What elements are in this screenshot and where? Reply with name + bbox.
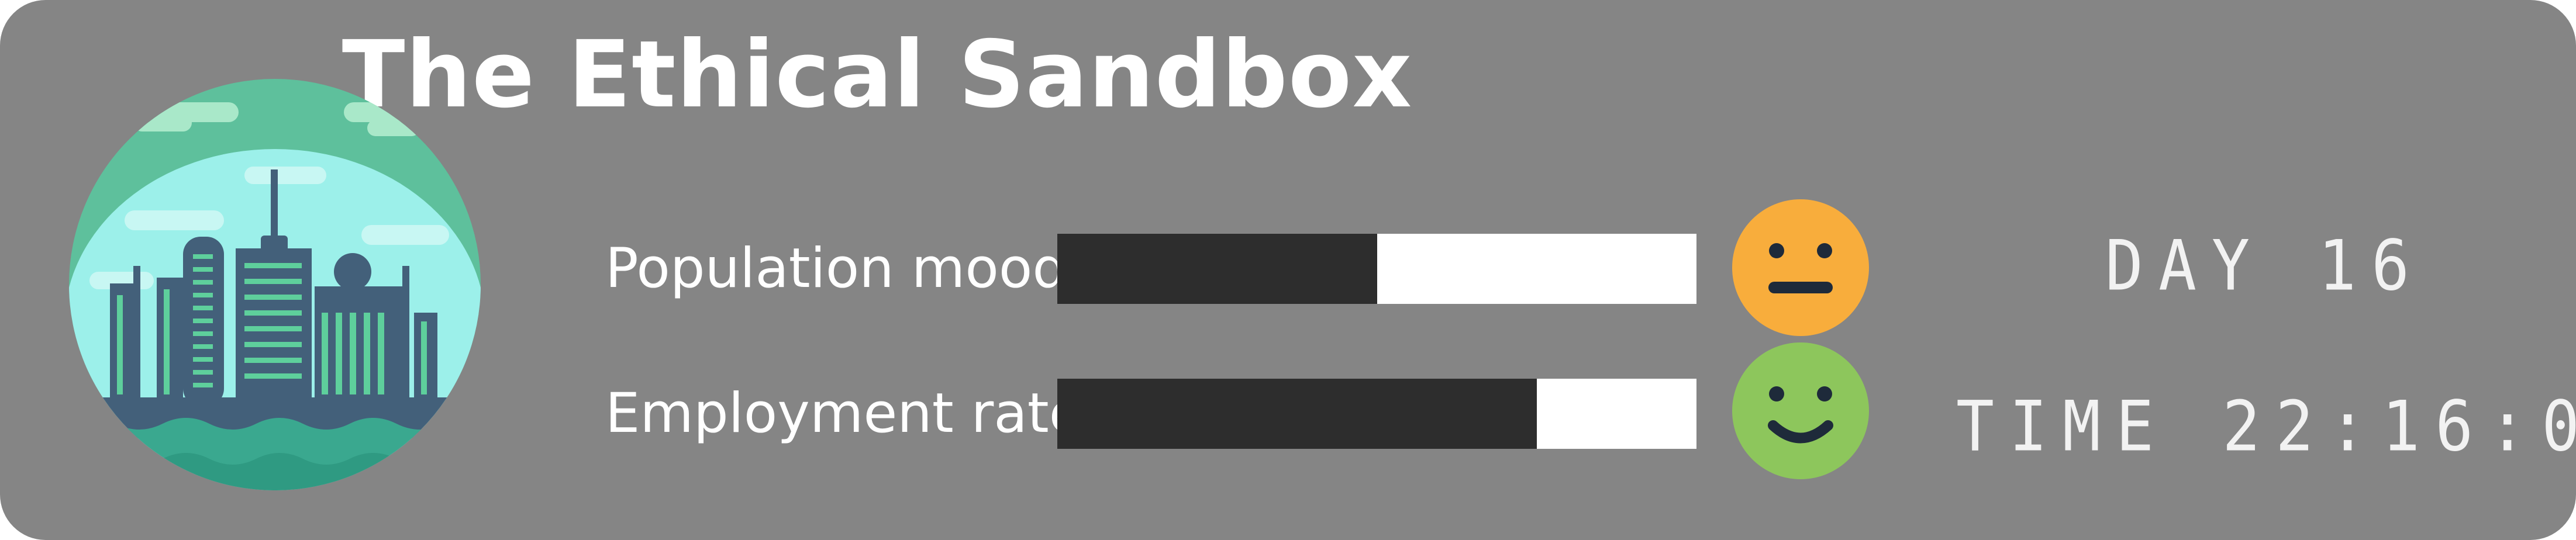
employment-rate-bar xyxy=(1057,379,1696,449)
population-mood-fill xyxy=(1057,234,1377,304)
day-counter: DAY 16 xyxy=(2105,226,2425,307)
game-title: The Ethical Sandbox xyxy=(342,21,1413,129)
city-skyline-icon xyxy=(69,79,481,490)
employment-rate-label: Employment rate xyxy=(605,382,1083,445)
time-display: TIME 22:16:05 xyxy=(1956,386,2576,468)
population-mood-bar xyxy=(1057,234,1696,304)
smiling-face-icon xyxy=(1732,342,1869,479)
population-mood-label: Population mood xyxy=(605,237,1068,300)
neutral-face-icon xyxy=(1732,199,1869,336)
employment-rate-fill xyxy=(1057,379,1537,449)
